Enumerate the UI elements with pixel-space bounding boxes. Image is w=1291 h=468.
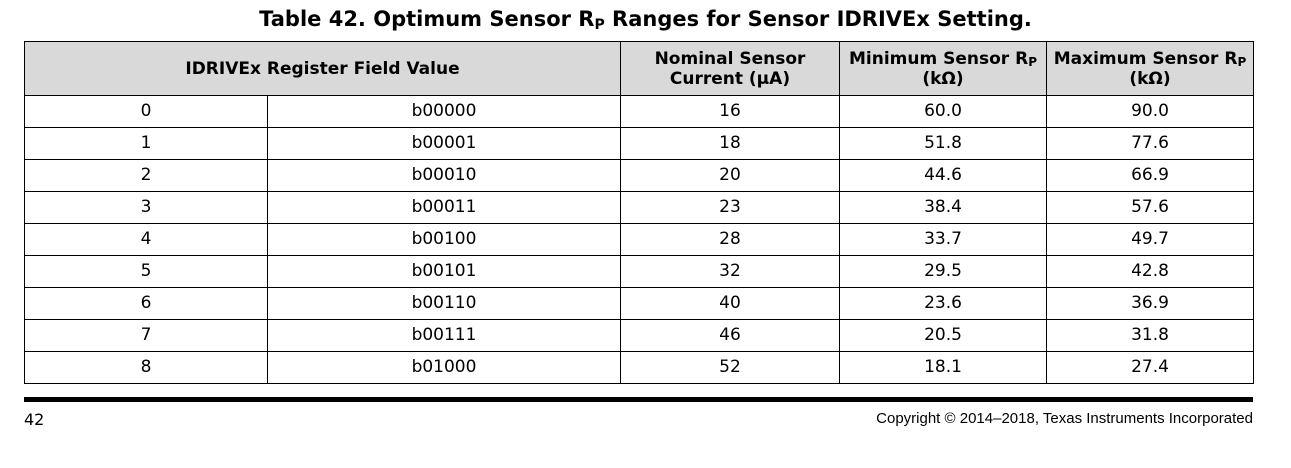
header-min-line2: (kΩ) bbox=[922, 68, 964, 89]
table-body: 0 b00000 16 60.0 90.0 1 b00001 18 51.8 77.6 2 b0001… bbox=[24, 95, 1254, 384]
header-min-line1: Minimum Sensor R bbox=[849, 48, 1029, 69]
cell-minimum-rp: 23.6 bbox=[839, 287, 1047, 320]
header-register-field-label: IDRIVEx Register Field Value bbox=[185, 58, 460, 79]
cell-minimum-rp: 20.5 bbox=[839, 319, 1047, 352]
cell-binary: b00010 bbox=[267, 159, 621, 192]
cell-maximum-rp: 31.8 bbox=[1046, 319, 1254, 352]
table-row: 0 b00000 16 60.0 90.0 bbox=[24, 95, 1254, 128]
cell-minimum-rp: 18.1 bbox=[839, 351, 1047, 384]
header-maximum-rp: Maximum Sensor RP (kΩ) bbox=[1046, 41, 1254, 96]
table-caption: Table 42. Optimum Sensor RP Ranges for S… bbox=[0, 5, 1291, 33]
cell-nominal-current: 20 bbox=[620, 159, 840, 192]
copyright-notice: Copyright © 2014–2018, Texas Instruments… bbox=[876, 410, 1253, 427]
table-header-row: IDRIVEx Register Field Value Nominal Sen… bbox=[24, 41, 1254, 96]
cell-nominal-current: 18 bbox=[620, 127, 840, 160]
cell-minimum-rp: 44.6 bbox=[839, 159, 1047, 192]
cell-minimum-rp: 60.0 bbox=[839, 95, 1047, 128]
caption-prefix: Table 42. Optimum Sensor R bbox=[259, 7, 595, 31]
header-nominal-line2: Current (µA) bbox=[669, 68, 791, 89]
table-row: 8 b01000 52 18.1 27.4 bbox=[24, 351, 1254, 384]
header-max-subscript: P bbox=[1237, 54, 1247, 69]
cell-binary: b00110 bbox=[267, 287, 621, 320]
cell-decimal: 4 bbox=[24, 223, 268, 256]
cell-nominal-current: 46 bbox=[620, 319, 840, 352]
cell-decimal: 6 bbox=[24, 287, 268, 320]
table-row: 5 b00101 32 29.5 42.8 bbox=[24, 255, 1254, 288]
cell-nominal-current: 32 bbox=[620, 255, 840, 288]
cell-binary: b00111 bbox=[267, 319, 621, 352]
table-row: 2 b00010 20 44.6 66.9 bbox=[24, 159, 1254, 192]
table-row: 6 b00110 40 23.6 36.9 bbox=[24, 287, 1254, 320]
cell-minimum-rp: 29.5 bbox=[839, 255, 1047, 288]
cell-binary: b00101 bbox=[267, 255, 621, 288]
table-row: 3 b00011 23 38.4 57.6 bbox=[24, 191, 1254, 224]
cell-minimum-rp: 33.7 bbox=[839, 223, 1047, 256]
cell-maximum-rp: 36.9 bbox=[1046, 287, 1254, 320]
cell-minimum-rp: 38.4 bbox=[839, 191, 1047, 224]
footer-rule bbox=[24, 397, 1253, 402]
cell-decimal: 2 bbox=[24, 159, 268, 192]
header-nominal-line1: Nominal Sensor bbox=[654, 48, 806, 69]
cell-maximum-rp: 90.0 bbox=[1046, 95, 1254, 128]
cell-maximum-rp: 77.6 bbox=[1046, 127, 1254, 160]
cell-nominal-current: 40 bbox=[620, 287, 840, 320]
header-register-field: IDRIVEx Register Field Value bbox=[24, 41, 621, 96]
cell-nominal-current: 52 bbox=[620, 351, 840, 384]
cell-nominal-current: 28 bbox=[620, 223, 840, 256]
cell-maximum-rp: 57.6 bbox=[1046, 191, 1254, 224]
cell-binary: b00011 bbox=[267, 191, 621, 224]
caption-suffix: Ranges for Sensor IDRIVEx Setting. bbox=[604, 7, 1032, 31]
cell-decimal: 0 bbox=[24, 95, 268, 128]
cell-binary: b01000 bbox=[267, 351, 621, 384]
cell-minimum-rp: 51.8 bbox=[839, 127, 1047, 160]
cell-nominal-current: 16 bbox=[620, 95, 840, 128]
sensor-range-table: IDRIVEx Register Field Value Nominal Sen… bbox=[24, 41, 1254, 384]
cell-maximum-rp: 42.8 bbox=[1046, 255, 1254, 288]
cell-decimal: 5 bbox=[24, 255, 268, 288]
cell-binary: b00001 bbox=[267, 127, 621, 160]
header-nominal-current: Nominal Sensor Current (µA) bbox=[620, 41, 840, 96]
header-max-line2: (kΩ) bbox=[1129, 68, 1171, 89]
cell-binary: b00000 bbox=[267, 95, 621, 128]
cell-maximum-rp: 27.4 bbox=[1046, 351, 1254, 384]
caption-subscript: P bbox=[594, 17, 605, 33]
cell-decimal: 8 bbox=[24, 351, 268, 384]
cell-decimal: 1 bbox=[24, 127, 268, 160]
cell-decimal: 3 bbox=[24, 191, 268, 224]
table-row: 7 b00111 46 20.5 31.8 bbox=[24, 319, 1254, 352]
cell-binary: b00100 bbox=[267, 223, 621, 256]
cell-maximum-rp: 49.7 bbox=[1046, 223, 1254, 256]
header-min-subscript: P bbox=[1028, 54, 1037, 69]
page-number: 42 bbox=[24, 410, 45, 429]
header-max-line1: Maximum Sensor R bbox=[1053, 48, 1238, 69]
table-row: 4 b00100 28 33.7 49.7 bbox=[24, 223, 1254, 256]
table-row: 1 b00001 18 51.8 77.6 bbox=[24, 127, 1254, 160]
header-minimum-rp: Minimum Sensor RP (kΩ) bbox=[839, 41, 1047, 96]
cell-maximum-rp: 66.9 bbox=[1046, 159, 1254, 192]
cell-nominal-current: 23 bbox=[620, 191, 840, 224]
cell-decimal: 7 bbox=[24, 319, 268, 352]
